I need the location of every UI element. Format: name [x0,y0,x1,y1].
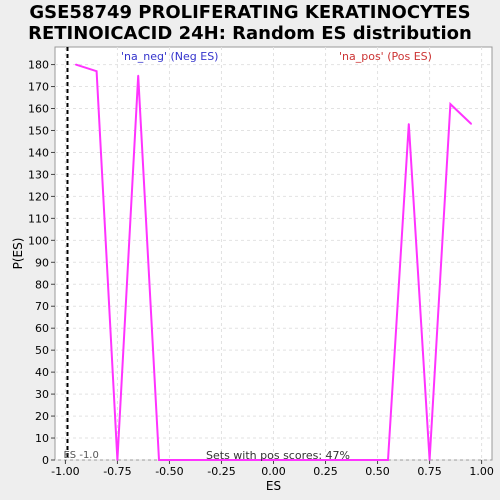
data-point [241,459,244,461]
y-tick-label: 160 [28,103,49,116]
neg-es-label: 'na_neg' (Neg ES) [121,50,218,63]
data-point [449,103,452,105]
data-point [470,123,472,125]
x-tick-label: -1.00 [51,465,79,478]
data-point [75,63,77,66]
y-axis-label: P(ES) [11,238,25,270]
x-tick-label: 0.75 [417,465,442,478]
y-tick-label: 40 [35,366,49,379]
x-tick-label: 0.00 [261,465,286,478]
y-tick-label: 100 [28,234,49,247]
y-tick-label: 70 [35,300,49,313]
pos-es-label: 'na_pos' (Pos ES) [339,50,432,63]
data-point [137,74,140,77]
chart-title: GSE58749 PROLIFERATING KERATINOCYTES RET… [0,2,500,44]
y-tick-label: 0 [42,454,49,467]
data-point [366,459,368,461]
x-tick-label: 0.25 [313,465,338,478]
series-line [75,63,472,461]
x-axis-label: ES [266,479,281,493]
data-point [428,459,431,461]
x-tick-label: -0.75 [103,465,131,478]
axis-layer: 0 10 20 30 40 50 60 70 80 90 100 110 120 130 140 150 160… [28,59,494,478]
chart-title-line-2: RETINOICACID 24H: Random ES distribution [28,23,472,44]
y-tick-label: 180 [28,59,49,72]
y-tick-label: 90 [35,256,49,269]
x-tick-label: 0.50 [365,465,390,478]
y-tick-label: 120 [28,190,49,203]
data-point [303,459,306,461]
y-tick-label: 170 [28,81,49,94]
data-point [324,459,327,461]
y-tick-label: 30 [35,388,49,401]
y-tick-label: 80 [35,278,49,291]
data-point [345,459,348,461]
y-tick-label: 10 [35,432,49,445]
pos-scores-annotation: Sets with pos scores: 47% [206,449,350,462]
data-point [220,459,223,461]
data-point [95,70,98,72]
chart-title-line-1: GSE58749 PROLIFERATING KERATINOCYTES [29,2,471,23]
y-tick-label: 130 [28,168,49,181]
x-tick-label: 1.00 [469,465,494,478]
data-point [283,459,285,461]
data-point [262,459,264,461]
es-marker-label: ES -1.0 [63,450,98,461]
x-tick-label: -0.25 [207,465,235,478]
y-tick-label: 20 [35,410,49,423]
y-tick-label: 50 [35,344,49,357]
y-tick-label: 140 [28,146,49,159]
y-tick-label: 150 [28,124,49,137]
y-tick-label: 60 [35,322,49,335]
data-point [407,123,410,125]
data-point [387,459,389,461]
x-tick-label: -0.50 [155,465,183,478]
data-point [199,459,202,461]
data-point [116,459,119,461]
data-point [179,459,181,461]
y-tick-label: 110 [28,212,49,225]
data-point [158,459,160,461]
series-layer [75,63,472,461]
